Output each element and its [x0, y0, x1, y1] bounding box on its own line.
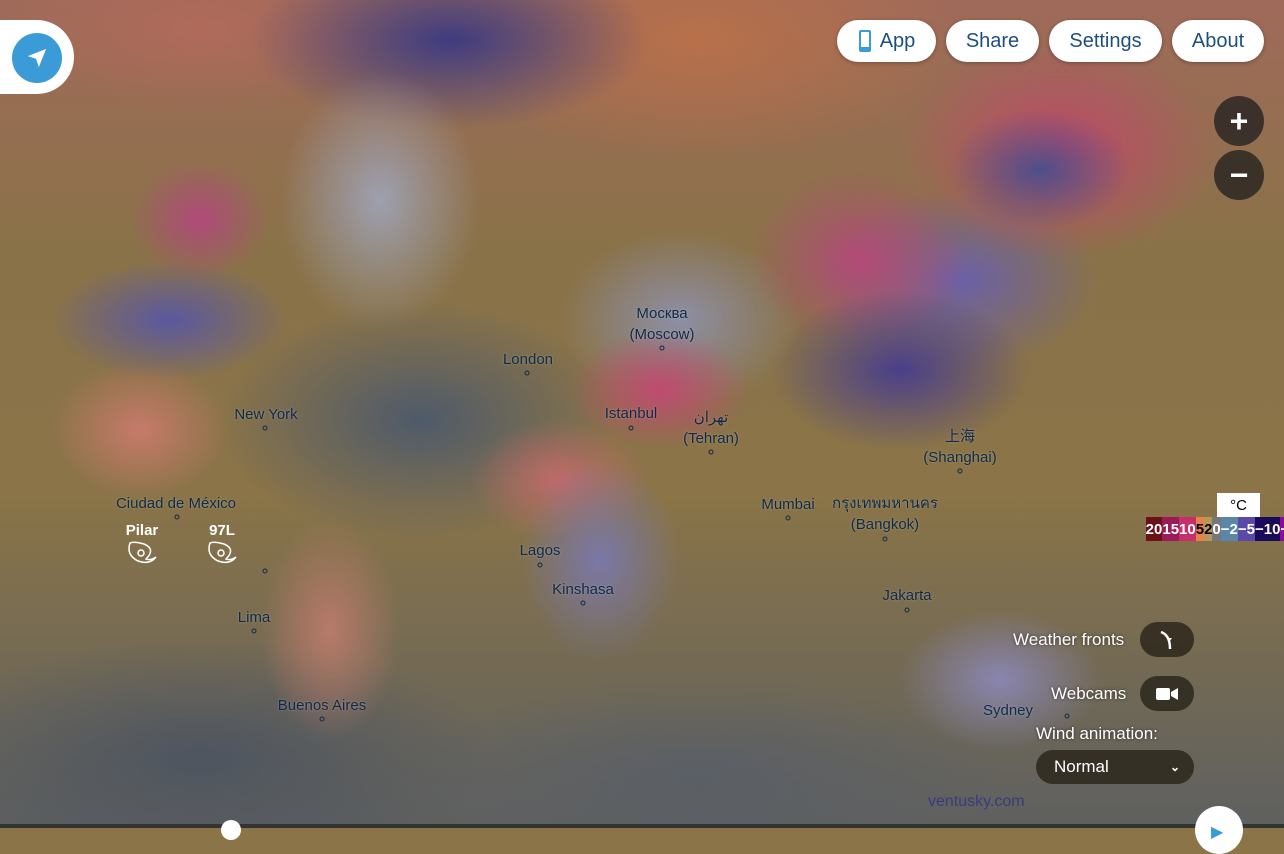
city-dot [957, 468, 963, 474]
app-label: App [879, 29, 916, 52]
navigation-arrow-icon [27, 48, 47, 68]
legend-item: −10 [1254, 517, 1281, 541]
legend-item: 10 [1179, 517, 1196, 541]
city-name: تهران [693, 409, 729, 426]
storm-pilar[interactable]: Pilar [124, 522, 160, 569]
city-label[interactable]: New York [234, 404, 297, 425]
city-label[interactable]: กรุงเทพมหานคร (Bangkok) [832, 493, 938, 535]
city-dot [580, 600, 586, 606]
city-label[interactable]: Mumbai [761, 494, 814, 515]
zoom-in-button[interactable]: + [1214, 96, 1264, 146]
city-label[interactable]: Москва (Moscow) [629, 303, 694, 345]
weather-fronts-label: Weather fronts [1013, 630, 1125, 649]
city-name: Jakarta [882, 587, 932, 604]
timeline-bar[interactable] [0, 824, 1284, 828]
city-dot [174, 514, 180, 520]
storm-name: Pilar [125, 522, 159, 539]
legend-item: −5 [1237, 517, 1255, 541]
chevron-down-icon: ⌄ [1169, 760, 1180, 774]
webcams-label: Webcams [1051, 684, 1127, 703]
timeline-handle[interactable] [221, 820, 241, 840]
wind-animation-select[interactable]: Normal ⌄ [1036, 750, 1194, 784]
city-dot [708, 449, 714, 455]
geolocate-button[interactable] [12, 33, 62, 83]
city-label[interactable]: Buenos Aires [278, 695, 366, 716]
city-dot [537, 562, 543, 568]
storm-97l[interactable]: 97L [204, 522, 240, 569]
legend-item: −2 [1220, 517, 1238, 541]
city-dot [882, 536, 888, 542]
city-label[interactable]: Kinshasa [552, 579, 614, 600]
city-label[interactable]: Lima [238, 607, 271, 628]
brand-link[interactable]: ventusky.com [928, 793, 1025, 810]
city-name: Lima [237, 609, 271, 626]
legend-item: 5 [1195, 517, 1205, 541]
city-dot [319, 716, 325, 722]
city-label[interactable]: Sydney [983, 700, 1033, 721]
zoom-out-button[interactable]: − [1214, 150, 1264, 200]
city-name: กรุงเทพมหานคร [832, 495, 938, 512]
city-name: Istanbul [604, 405, 658, 422]
play-button[interactable]: ▶ [1195, 806, 1243, 854]
city-name: London [502, 351, 554, 368]
city-name: Ciudad de México [115, 495, 237, 512]
city-name: Lagos [519, 542, 561, 559]
share-button[interactable]: Share [946, 20, 1039, 62]
hurricane-icon [208, 541, 237, 564]
hurricane-icon [128, 541, 157, 564]
city-label[interactable]: Lagos [520, 540, 561, 561]
settings-button[interactable]: Settings [1049, 20, 1162, 62]
legend-item: −15 [1280, 517, 1284, 541]
legend-item: 2 [1204, 517, 1213, 541]
city-dot [659, 345, 665, 351]
city-label[interactable]: 上海 (Shanghai) [923, 426, 996, 468]
weather-front-icon [1160, 630, 1172, 649]
city-label[interactable]: تهران (Tehran) [683, 407, 739, 449]
video-camera-icon [1156, 687, 1178, 700]
city-label[interactable]: London [503, 349, 553, 370]
city-name-latin: (Bangkok) [850, 516, 920, 533]
city-dot [251, 628, 257, 634]
city-name: Москва [636, 305, 688, 322]
city-label[interactable]: Ciudad de México [116, 493, 236, 514]
wind-animation-label: Wind animation: [1036, 724, 1158, 743]
weather-map[interactable] [0, 0, 1284, 828]
wind-animation-value: Normal [1054, 757, 1109, 776]
webcams-toggle[interactable] [1140, 676, 1194, 711]
city-name: 上海 [944, 428, 976, 445]
phone-icon [858, 30, 871, 52]
city-name-latin: (Moscow) [629, 326, 695, 343]
legend-unit: °C [1217, 493, 1260, 517]
city-name-latin: (Tehran) [683, 430, 739, 447]
city-name: Mumbai [761, 496, 815, 513]
city-name: Kinshasa [552, 581, 614, 598]
legend-item: 20 [1145, 517, 1163, 541]
city-dot [785, 515, 791, 521]
city-label[interactable]: Jakarta [882, 585, 931, 606]
city-label[interactable]: Istanbul [605, 403, 658, 424]
city-dot [904, 607, 910, 613]
legend-item: 0 [1212, 517, 1221, 541]
city-name-latin: (Shanghai) [923, 449, 997, 466]
city-dot [524, 370, 530, 376]
app-button[interactable]: App [837, 20, 936, 62]
legend-item: 15 [1162, 517, 1180, 541]
city-dot [628, 425, 634, 431]
city-dot [262, 425, 268, 431]
storm-name: 97L [209, 522, 235, 539]
city-name: Buenos Aires [277, 697, 367, 714]
city-name: Sydney [982, 702, 1034, 719]
city-name: New York [234, 406, 298, 423]
weather-fronts-toggle[interactable] [1140, 622, 1194, 657]
city-dot [262, 568, 268, 574]
city-dot [1064, 713, 1070, 719]
about-button[interactable]: About [1172, 20, 1264, 62]
